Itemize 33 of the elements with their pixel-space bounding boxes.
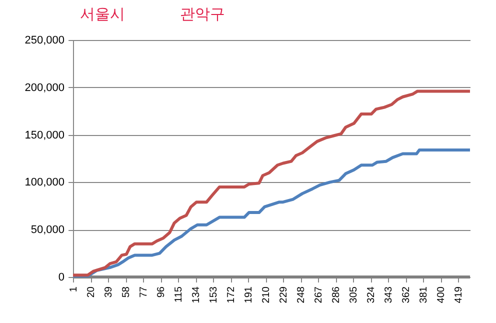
- x-tick-label: 96: [156, 286, 168, 298]
- x-tick-label: 286: [331, 286, 342, 304]
- x-tick-label: 229: [278, 286, 290, 304]
- y-tick-label: 100,000: [24, 176, 64, 189]
- x-tick-label: 248: [296, 286, 308, 304]
- x-tick-label: 267: [314, 286, 325, 304]
- line-series: [72, 148, 472, 278]
- x-tick-label: 172: [226, 286, 238, 304]
- x-tick-label: 1: [68, 286, 80, 292]
- x-tick-label: 39: [104, 286, 114, 298]
- y-tick-label: 200,000: [24, 82, 64, 94]
- x-tick-label: 58: [121, 286, 132, 298]
- line-series: [72, 90, 472, 277]
- x-tick-label: 343: [384, 286, 395, 304]
- x-tick-label: 134: [191, 286, 202, 304]
- text: 관악구: [180, 5, 225, 24]
- x-tick-label: 210: [261, 286, 272, 304]
- y-tick-label: 50,000: [30, 224, 64, 236]
- x-tick-label: 153: [208, 286, 220, 304]
- x-tick-label: 191: [244, 286, 255, 304]
- y-tick-label: 0: [58, 272, 64, 284]
- x-tick-label: 305: [348, 286, 360, 304]
- x-tick-label: 362: [401, 286, 412, 304]
- y-tick-label: 150,000: [24, 129, 64, 142]
- x-tick-label: 324: [366, 286, 378, 304]
- x-tick-label: 381: [418, 286, 430, 304]
- y-tick-label: 250,000: [24, 34, 64, 46]
- x-tick-label: 77: [138, 286, 150, 298]
- text: 서울시: [80, 5, 125, 24]
- x-tick-label: 419: [454, 286, 465, 304]
- x-tick-label: 20: [86, 286, 97, 298]
- x-tick-label: 400: [436, 286, 448, 304]
- x-tick-label: 115: [174, 286, 185, 302]
